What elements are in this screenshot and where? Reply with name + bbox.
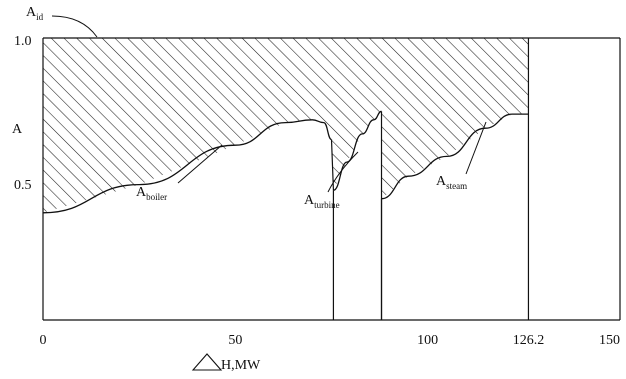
a-id-label: Aid	[26, 5, 44, 22]
x-tick-2: 100	[417, 333, 438, 348]
y-tick-1-0: 1.0	[14, 34, 32, 49]
x-tick-0: 0	[40, 333, 47, 348]
boiler-curve	[42, 119, 332, 214]
a-boiler-leader	[177, 144, 223, 184]
a-turbine-leader	[327, 151, 359, 193]
x-axis-label: H,MW	[221, 358, 261, 373]
x-tick-4: 150	[599, 333, 620, 348]
x-tick-3: 126.2	[513, 333, 545, 348]
y-axis-label: A	[12, 122, 23, 137]
a-id-leader	[51, 15, 98, 38]
boiler-turbine-connector	[330, 139, 335, 191]
turbine-curve	[333, 110, 382, 191]
x-tick-1: 50	[228, 333, 242, 348]
vertical-boundaries	[330, 38, 530, 320]
a-steam-label: Asteam	[436, 174, 467, 191]
steam-curve	[381, 113, 529, 200]
x-tick-labels: 0 50 100 126.2 150	[40, 333, 621, 348]
a-steam-leader	[465, 121, 487, 175]
y-tick-0-5: 0.5	[14, 178, 32, 193]
delta-symbol-icon	[191, 353, 223, 371]
a-boiler-label: Aboiler	[136, 185, 167, 202]
a-turbine-label: Aturbine	[304, 193, 340, 210]
